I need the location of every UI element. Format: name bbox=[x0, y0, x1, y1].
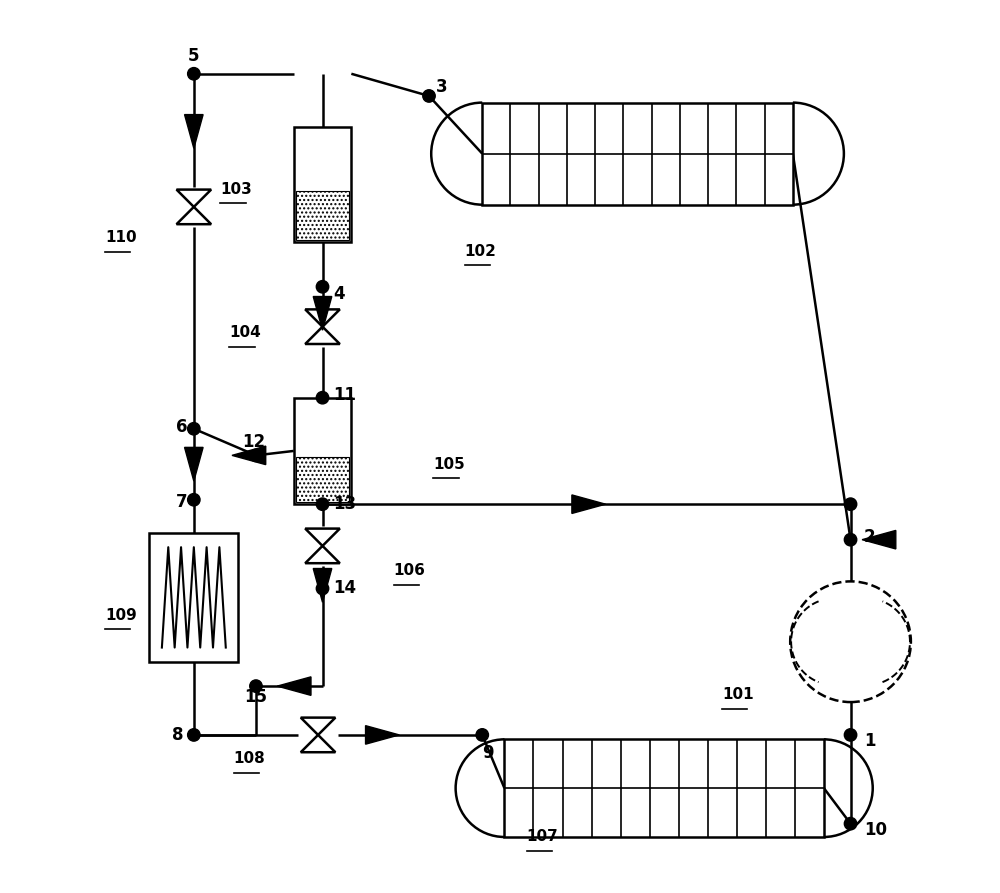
Text: 1: 1 bbox=[864, 732, 875, 750]
Text: 101: 101 bbox=[722, 688, 753, 703]
Text: 9: 9 bbox=[482, 744, 494, 762]
Circle shape bbox=[188, 494, 200, 506]
Circle shape bbox=[844, 817, 857, 830]
Text: 3: 3 bbox=[436, 78, 448, 96]
Circle shape bbox=[188, 729, 200, 741]
Polygon shape bbox=[572, 495, 606, 513]
Polygon shape bbox=[313, 296, 332, 330]
Text: 12: 12 bbox=[243, 433, 266, 451]
Bar bbox=[294, 127, 351, 242]
Polygon shape bbox=[185, 447, 203, 481]
Circle shape bbox=[188, 422, 200, 435]
Circle shape bbox=[844, 498, 857, 511]
Text: 103: 103 bbox=[220, 181, 252, 196]
Circle shape bbox=[250, 449, 262, 462]
Text: 10: 10 bbox=[864, 821, 887, 839]
Bar bbox=[149, 533, 238, 662]
Polygon shape bbox=[232, 446, 266, 464]
Circle shape bbox=[316, 498, 329, 511]
Text: 6: 6 bbox=[176, 418, 188, 436]
Circle shape bbox=[423, 90, 435, 102]
Text: 11: 11 bbox=[333, 386, 356, 404]
Text: 4: 4 bbox=[333, 285, 345, 303]
Circle shape bbox=[188, 68, 200, 80]
Text: 13: 13 bbox=[333, 496, 356, 513]
Circle shape bbox=[316, 280, 329, 293]
Text: 8: 8 bbox=[172, 726, 183, 744]
Polygon shape bbox=[862, 530, 896, 549]
Bar bbox=[296, 457, 349, 502]
Text: 14: 14 bbox=[333, 580, 356, 597]
Polygon shape bbox=[313, 569, 332, 602]
Text: 15: 15 bbox=[244, 688, 267, 705]
Text: 110: 110 bbox=[105, 230, 137, 246]
Circle shape bbox=[844, 729, 857, 741]
Bar bbox=[294, 397, 351, 505]
Circle shape bbox=[316, 391, 329, 404]
Circle shape bbox=[250, 680, 262, 692]
Circle shape bbox=[476, 729, 488, 741]
Polygon shape bbox=[366, 726, 399, 744]
Text: 107: 107 bbox=[527, 830, 558, 845]
Circle shape bbox=[844, 533, 857, 546]
Bar bbox=[504, 739, 824, 837]
Bar bbox=[482, 103, 793, 204]
Circle shape bbox=[316, 582, 329, 595]
Text: 2: 2 bbox=[864, 528, 875, 546]
Bar bbox=[296, 191, 349, 239]
Polygon shape bbox=[185, 114, 203, 148]
Text: 106: 106 bbox=[394, 563, 425, 579]
Text: 108: 108 bbox=[234, 751, 266, 766]
Text: 109: 109 bbox=[105, 607, 137, 622]
Text: 7: 7 bbox=[176, 493, 188, 511]
Text: 105: 105 bbox=[433, 456, 465, 472]
Text: 5: 5 bbox=[188, 47, 199, 65]
Polygon shape bbox=[277, 677, 311, 696]
Text: 102: 102 bbox=[465, 244, 496, 259]
Text: 104: 104 bbox=[229, 325, 261, 340]
